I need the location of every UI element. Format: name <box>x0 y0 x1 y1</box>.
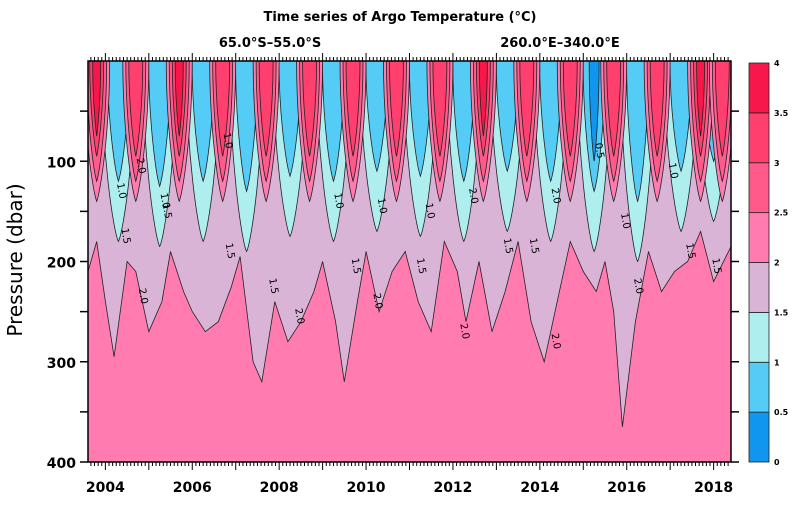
contour-label: 2.0 <box>370 292 384 310</box>
contour-label: 1.5 <box>709 257 723 275</box>
colorbar-swatch <box>748 361 770 413</box>
warm-tongue-3.0-3.5 <box>519 61 535 157</box>
contour-label: 2.0 <box>292 307 306 325</box>
contour-label: 1.5 <box>160 202 174 220</box>
contour-label: 1.0 <box>423 202 437 220</box>
contour-label: 1.0 <box>375 197 389 215</box>
y-axis-label: Pressure (dbar) <box>3 183 27 336</box>
warm-tongue-3.0-3.5 <box>714 61 730 157</box>
contour-label: 2.0 <box>466 187 480 205</box>
x-tick-label: 2008 <box>260 480 299 496</box>
colorbar-label: 3.5 <box>774 109 789 118</box>
contour-label: 1.0 <box>618 212 632 230</box>
x-tick-label: 2012 <box>433 480 472 496</box>
x-tick-label: 2018 <box>694 480 733 496</box>
colorbar-label: 2.5 <box>774 209 789 218</box>
contour-label: 1.0 <box>114 182 128 200</box>
y-tick-label: 300 <box>47 356 76 372</box>
contour-label: 1.5 <box>683 242 697 260</box>
contour-label: 2.0 <box>549 187 563 205</box>
contour-label: 2.0 <box>631 277 645 295</box>
chart-title: Time series of Argo Temperature (°C) <box>263 10 536 25</box>
contour-label: 1.0 <box>221 132 235 150</box>
y-tick-label: 200 <box>47 256 76 272</box>
colorbar-label: 1 <box>774 358 780 367</box>
contour-label: 1.0 <box>158 192 172 210</box>
warm-tongue-3.0-3.5 <box>302 61 317 157</box>
colorbar-swatch <box>748 112 770 164</box>
subtitle-longitude: 260.0°E–340.0°E <box>500 36 620 51</box>
warm-tongue-3.5-4.0 <box>92 61 102 137</box>
colorbar-swatch <box>748 212 770 263</box>
x-tick-label: 2010 <box>347 480 386 496</box>
warm-tongue-3.0-3.5 <box>432 61 448 157</box>
contour-label: 2.0 <box>549 332 563 350</box>
colorbar-swatch <box>748 262 770 313</box>
contour-label: 1.5 <box>501 237 515 255</box>
contour-label: 2.0 <box>136 287 150 305</box>
warm-tongue-3.0-3.5 <box>606 61 622 157</box>
x-tick-label: 2016 <box>607 480 646 496</box>
y-tick-label: 100 <box>47 155 76 171</box>
colorbar-swatch <box>748 162 770 214</box>
subtitle-latitude: 65.0°S–55.0°S <box>219 36 321 51</box>
axes: 100 200 300 400 2004 2006 2008 2010 2012 2014 2016… <box>47 53 739 496</box>
contour-labels: 1.02.01.01.51.01.51.51.51.0 1.0 1.02.01.5 1… <box>114 132 723 350</box>
warm-tongue-3.5-4.0 <box>174 61 184 137</box>
contour-label: 2.0 <box>457 322 471 340</box>
y-tick-label: 400 <box>47 456 76 472</box>
plot-area <box>88 61 731 462</box>
contour-label: 1.5 <box>527 237 541 255</box>
warm-tongue-3.0-3.5 <box>562 61 578 157</box>
x-tick-label: 2004 <box>86 480 125 496</box>
colorbar-swatch <box>748 62 770 114</box>
warm-tongue-3.0-3.5 <box>345 61 361 157</box>
x-tick-label: 2014 <box>520 480 559 496</box>
contour-label: 1.0 <box>331 192 345 210</box>
contour-label: 1.0 <box>666 162 680 180</box>
contour-label: 1.5 <box>118 227 132 245</box>
colorbar-label: 3 <box>774 159 780 168</box>
colorbar: 0 0.5 1 1.5 2 2.5 3 3.5 4 <box>748 59 789 467</box>
warm-tongue-3.0-3.5 <box>389 61 404 157</box>
colorbar-swatch <box>748 311 770 363</box>
warm-tongue-3.5-4.0 <box>478 61 488 137</box>
cold-tongue-0-0.5 <box>588 61 600 162</box>
warm-tongue-3.0-3.5 <box>128 61 144 157</box>
colorbar-label: 4 <box>774 59 780 68</box>
x-tick-label: 2006 <box>173 480 212 496</box>
warm-tongue-3.0-3.5 <box>258 61 274 157</box>
warm-tongue-3.0-3.5 <box>215 61 231 157</box>
colorbar-label: 1.5 <box>774 308 789 317</box>
warm-tongue-3.0-3.5 <box>649 61 665 157</box>
contour-label: 1.5 <box>414 257 428 275</box>
colorbar-label: 0 <box>774 458 780 467</box>
contour-label: 1.5 <box>266 277 280 295</box>
warm-tongue-3.5-4.0 <box>696 61 705 137</box>
colorbar-label: 0.5 <box>774 408 789 417</box>
contour-label: 0.5 <box>592 142 606 160</box>
colorbar-swatch <box>748 411 770 463</box>
contour-label: 2.0 <box>134 157 148 175</box>
contour-label: 1.5 <box>223 242 237 260</box>
colorbar-label: 2 <box>774 259 780 268</box>
contour-label: 1.5 <box>349 257 363 275</box>
